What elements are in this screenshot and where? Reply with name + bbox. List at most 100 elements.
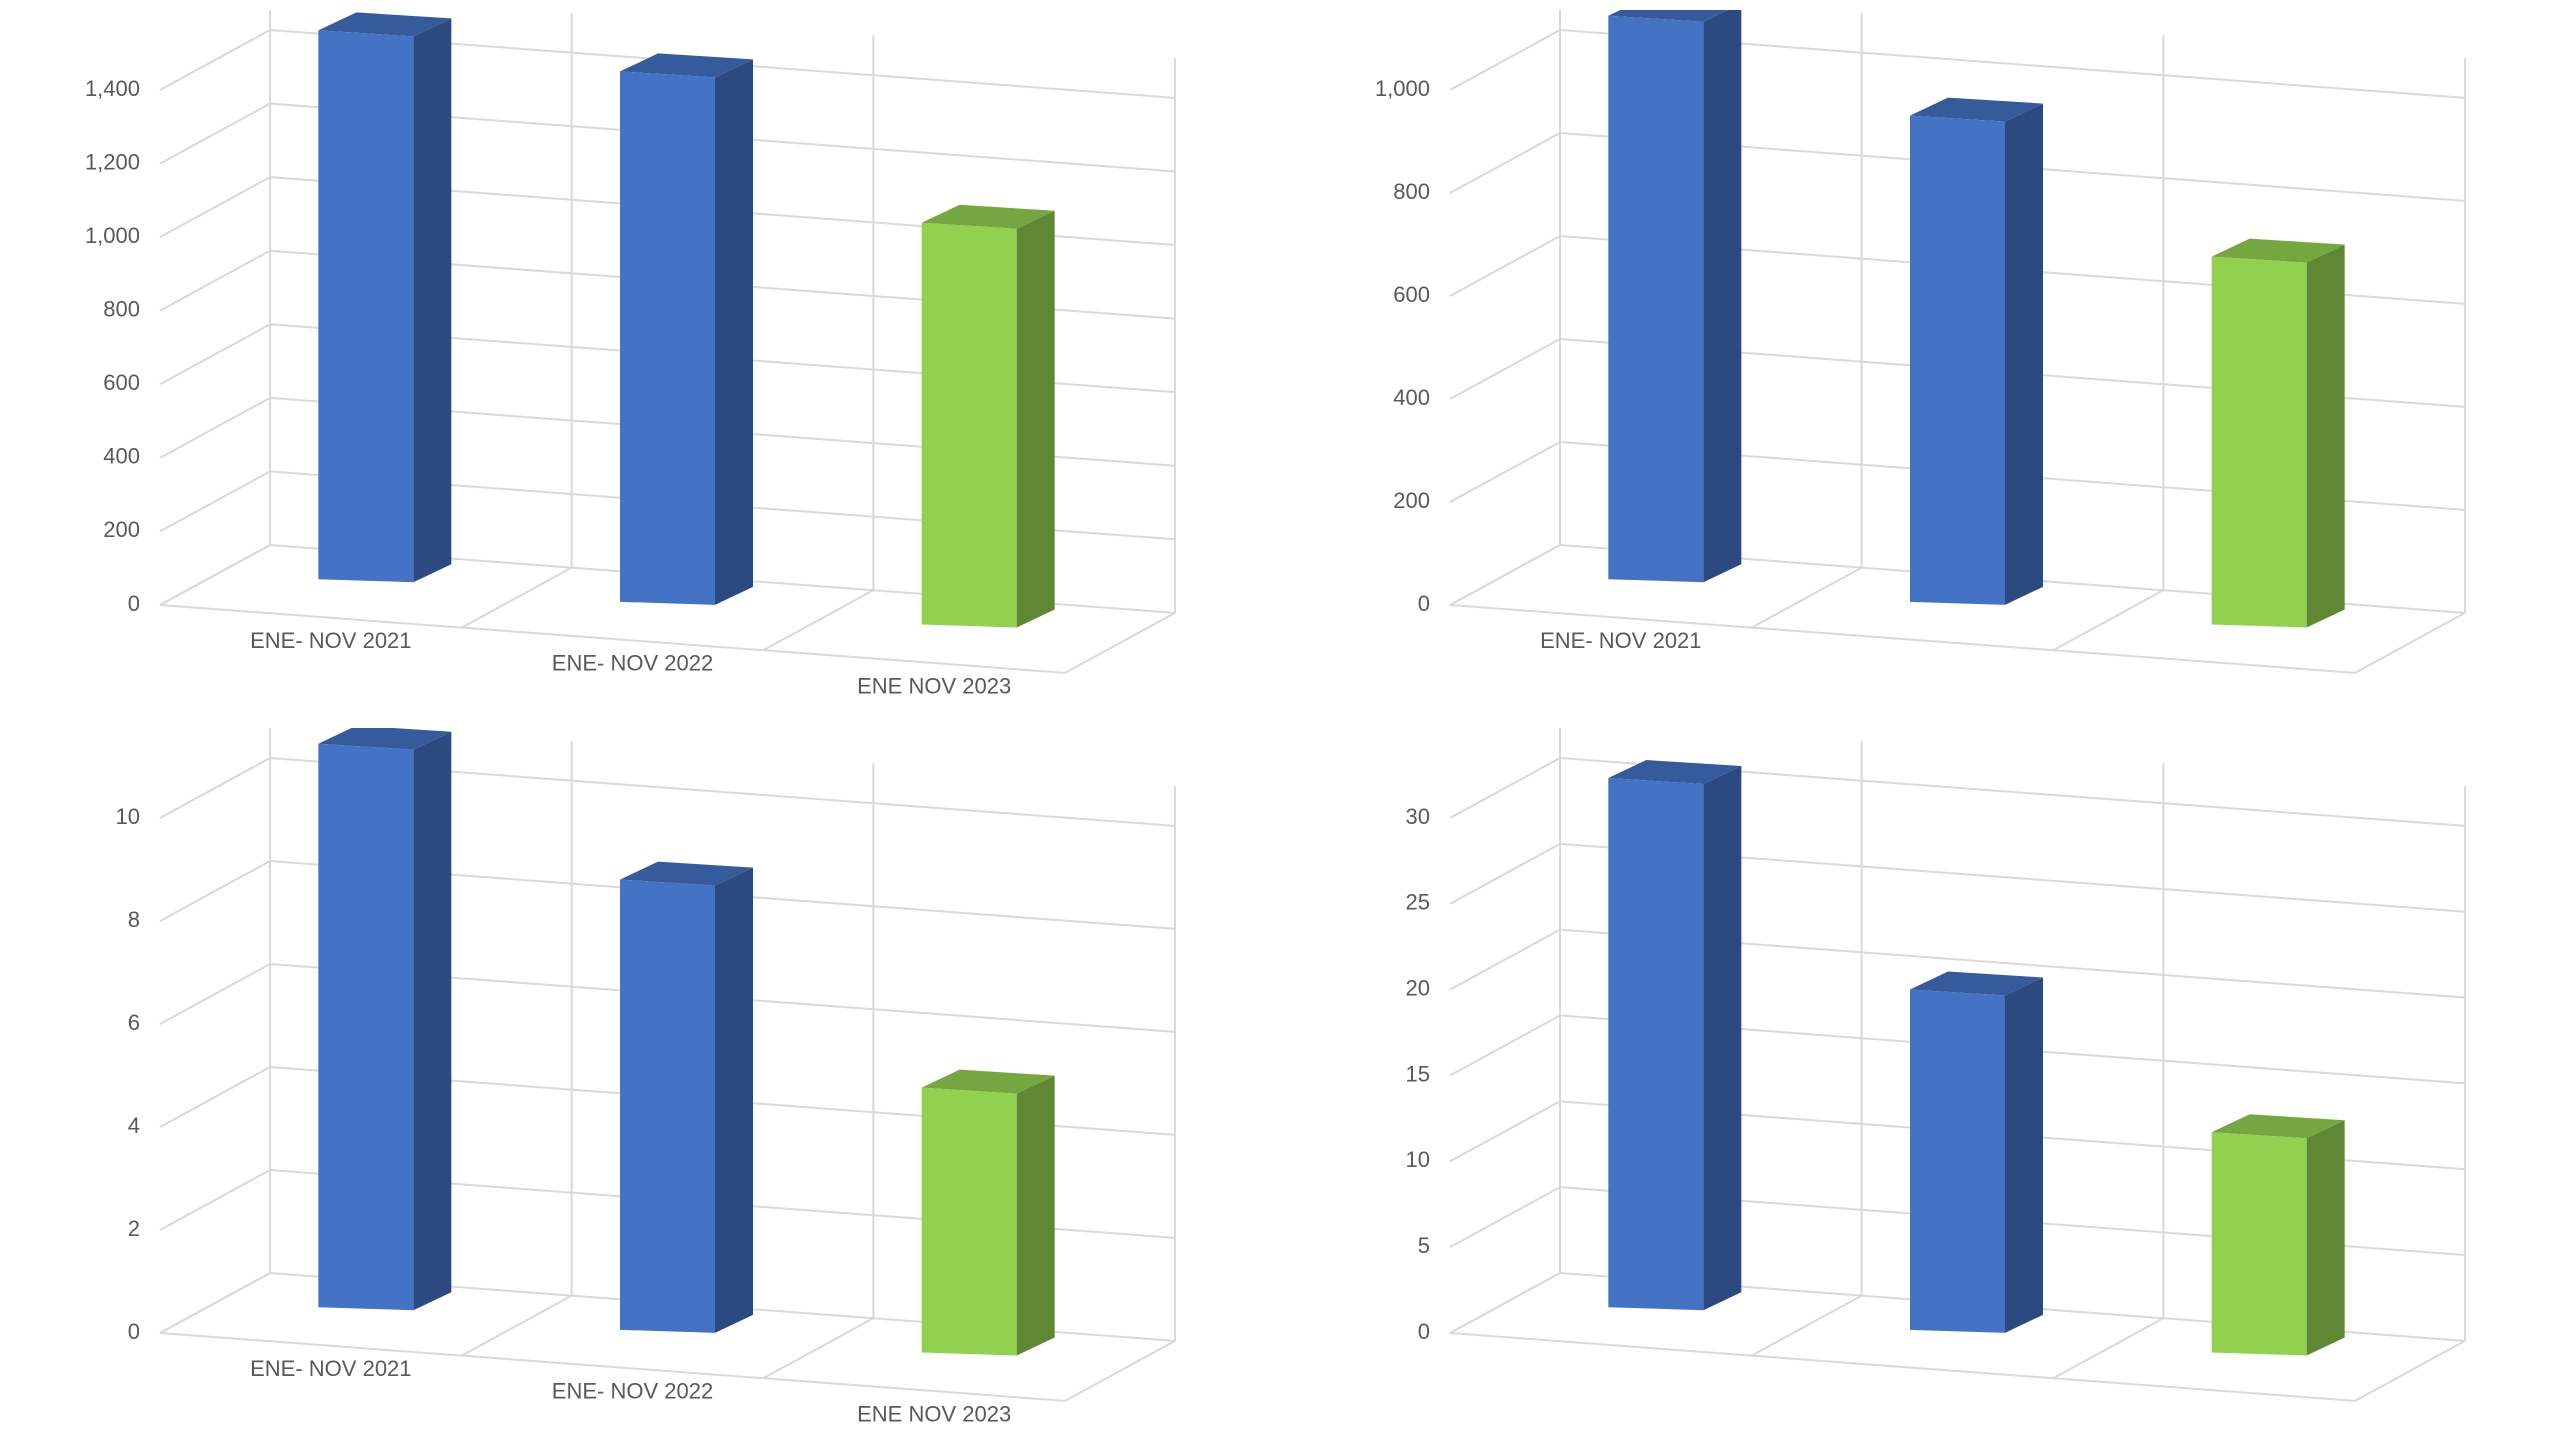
bar-front [1910, 989, 2005, 1333]
bar-front [2211, 1132, 2307, 1356]
x-tick-label: ENE NOV 2023 [857, 1401, 1011, 1426]
bar-side [2005, 103, 2043, 605]
bar-top [318, 12, 452, 37]
grid-line [159, 249, 1176, 320]
bar-front [318, 30, 414, 583]
bar-front [620, 879, 715, 1333]
grid-line [1449, 234, 2466, 305]
y-tick-label: 600 [103, 370, 140, 395]
y-tick-label: 800 [103, 297, 140, 322]
bar-side [413, 731, 452, 1311]
y-tick-label: 800 [1393, 179, 1430, 204]
bar-top [921, 1069, 1055, 1094]
bar-side [1016, 210, 1055, 628]
bar-side [2306, 244, 2345, 628]
grid-line [159, 756, 1176, 827]
floor-line [461, 566, 573, 629]
grid-line [159, 1065, 1176, 1136]
y-tick-label: 2 [128, 1216, 140, 1241]
bar-side [715, 867, 753, 1333]
bar [1608, 10, 1742, 583]
floor-line [1751, 1294, 1863, 1357]
grid-line [1449, 28, 2466, 99]
grid-line [159, 962, 1176, 1033]
grid-line [1449, 1186, 2466, 1257]
grid-line [159, 470, 1176, 541]
y-tick-label: 200 [103, 517, 140, 542]
grid-line [1449, 337, 2466, 408]
grid-line [1449, 1271, 2466, 1342]
bar-top [318, 728, 452, 750]
grid-line [159, 102, 1176, 173]
bar-top [2211, 238, 2345, 263]
y-tick-label: 1,400 [85, 76, 140, 101]
bar [318, 728, 452, 1311]
bar-side [715, 59, 753, 605]
grid-line [159, 323, 1176, 394]
floor-edge [159, 1332, 1066, 1402]
y-tick-label: 10 [116, 804, 140, 829]
y-tick-label: 0 [1418, 591, 1430, 616]
grid-line [159, 396, 1176, 467]
y-tick-label: 8 [128, 907, 140, 932]
bar-front [1910, 115, 2005, 605]
floor-line [762, 1317, 874, 1380]
bar [1910, 97, 2043, 605]
bar-front [318, 743, 414, 1311]
chart: 0 5 10 15 20 25 30 [1406, 728, 2466, 1402]
bar [318, 12, 452, 583]
bar-side [413, 18, 452, 583]
bar-top [1910, 971, 2043, 996]
bar-front [620, 71, 715, 605]
x-tick-label: ENE- NOV 2022 [552, 1379, 713, 1404]
bar-top [1910, 97, 2043, 122]
bar-front [1608, 15, 1704, 583]
bar [2211, 1114, 2345, 1356]
grid-line [1449, 756, 2466, 827]
x-tick-label: ENE- NOV 2021 [250, 1356, 411, 1381]
bar-top [2211, 1114, 2345, 1139]
floor-line [2052, 589, 2164, 652]
bar [921, 1069, 1055, 1356]
y-tick-label: 30 [1406, 804, 1430, 829]
grid-line [1449, 1100, 2466, 1171]
grid-line [159, 859, 1176, 930]
grid-line [1449, 440, 2466, 511]
floor-line [461, 1294, 573, 1357]
y-tick-label: 1,000 [1375, 76, 1430, 101]
bar-front [921, 222, 1017, 628]
grid-line [159, 1271, 1176, 1342]
bar [1608, 760, 1742, 1311]
x-tick-label: ENE- NOV 2021 [250, 628, 411, 653]
floor-line [762, 589, 874, 652]
y-tick-label: 6 [128, 1010, 140, 1035]
bar [1910, 971, 2043, 1333]
grid-line [159, 543, 1176, 614]
bar [921, 204, 1055, 628]
grid-line [1449, 842, 2466, 913]
floor-line [1064, 611, 1176, 674]
floor-edge [1449, 1332, 2356, 1402]
floor-line [2354, 611, 2466, 674]
grid-line [1449, 928, 2466, 999]
floor-edge [159, 604, 1066, 674]
y-tick-label: 1,000 [85, 223, 140, 248]
bar [620, 53, 753, 605]
grid-line [1449, 131, 2466, 202]
chart: 0 200 400 600 800 1,000 ENE- NOV 2021 [1375, 10, 2466, 674]
bar-side [2306, 1120, 2345, 1356]
floor-line [1751, 566, 1863, 629]
bar-front [2211, 256, 2307, 628]
bar-top [1608, 10, 1729, 22]
bar-side [1703, 10, 1742, 583]
y-tick-label: 0 [128, 591, 140, 616]
x-tick-label: ENE- NOV 2021 [1540, 628, 1701, 653]
bar-top [921, 204, 1055, 229]
floor-line [2052, 1317, 2164, 1380]
chart: 0 200 400 600 800 1,000 1,200 1,400 ENE- NOV 202… [85, 10, 1176, 698]
floor-line [2354, 1339, 2466, 1402]
y-tick-label: 5 [1418, 1233, 1430, 1258]
chart: 0 2 4 6 8 10 ENE- NOV 2021 ENE- NOV 2022 ENE NOV… [116, 728, 1176, 1426]
y-tick-label: 400 [1393, 385, 1430, 410]
